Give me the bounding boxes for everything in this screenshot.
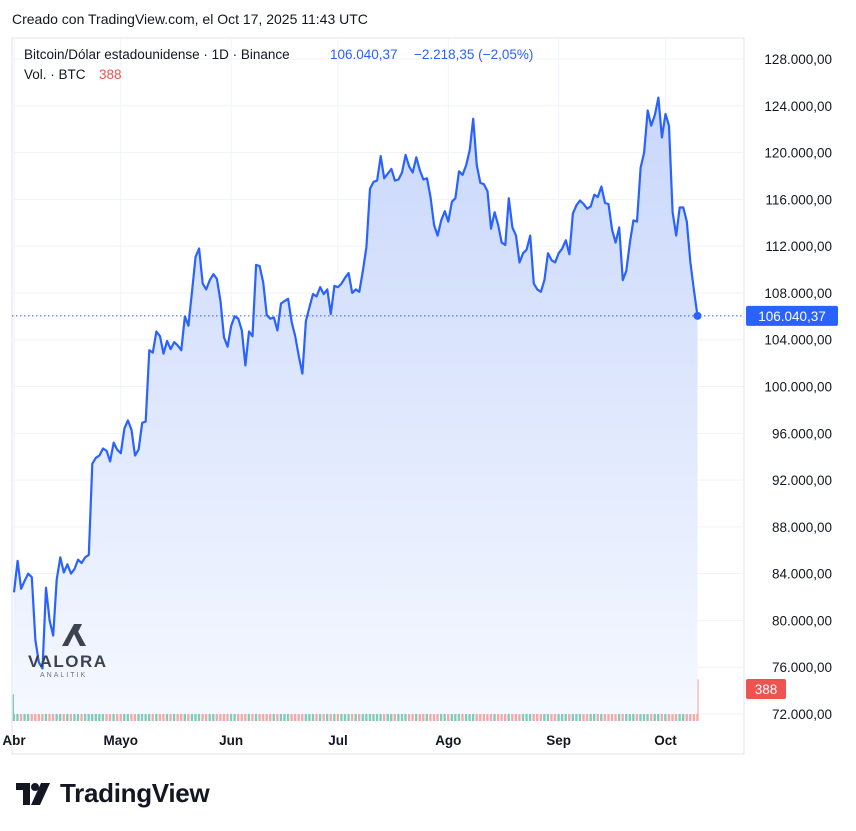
volume-bar bbox=[87, 707, 90, 721]
volume-bar bbox=[382, 708, 386, 721]
y-tick-label: 100.000,00 bbox=[764, 380, 832, 395]
y-tick-label: 80.000,00 bbox=[772, 613, 832, 628]
valora-logo-icon-accent bbox=[74, 624, 82, 632]
price-axis[interactable]: 128.000,00 124.000,00 120.000,00 116.000,00… bbox=[764, 52, 832, 722]
price-area-fill bbox=[14, 97, 698, 715]
x-tick-label: Jul bbox=[328, 733, 348, 748]
time-axis[interactable]: Abr Mayo Jun Jul Ago Sep Oct bbox=[2, 733, 677, 748]
y-tick-label: 112.000,00 bbox=[765, 239, 832, 254]
price-line[interactable] bbox=[12, 96, 699, 670]
legend-volume-value: 388 bbox=[99, 67, 122, 82]
y-tick-label: 92.000,00 bbox=[772, 473, 832, 488]
last-volume-label: 388 bbox=[755, 682, 778, 697]
watermark-brand: VALORA bbox=[28, 652, 108, 671]
volume-bar bbox=[414, 707, 418, 721]
tradingview-logo-icon bbox=[16, 782, 50, 805]
x-tick-label: Sep bbox=[546, 733, 571, 748]
y-tick-label: 88.000,00 bbox=[772, 520, 832, 535]
valora-watermark: VALORA ANALITIK bbox=[28, 624, 108, 679]
y-tick-label: 124.000,00 bbox=[764, 99, 832, 114]
x-tick-label: Oct bbox=[654, 733, 677, 748]
volume-bar bbox=[685, 707, 688, 721]
volume-bar bbox=[12, 694, 16, 721]
x-tick-label: Abr bbox=[2, 733, 26, 748]
volume-bar bbox=[439, 707, 443, 721]
y-tick-label: 116.000,00 bbox=[765, 192, 832, 207]
volume-bar bbox=[450, 707, 453, 721]
chart-credit: Creado con TradingView.com, el Oct 17, 2… bbox=[12, 11, 368, 27]
y-tick-label: 128.000,00 bbox=[764, 52, 832, 67]
footer-brand-name: TradingView bbox=[60, 778, 210, 808]
y-tick-label: 76.000,00 bbox=[772, 660, 832, 675]
y-tick-label: 84.000,00 bbox=[772, 567, 832, 582]
y-tick-label: 72.000,00 bbox=[772, 707, 832, 722]
legend-change: −2.218,35 (−2,05%) bbox=[414, 47, 533, 62]
y-tick-label: 108.000,00 bbox=[764, 286, 832, 301]
footer-brand[interactable]: TradingView bbox=[14, 778, 210, 809]
last-price-marker[interactable] bbox=[693, 311, 702, 320]
legend-price: 106.040,37 bbox=[330, 47, 398, 62]
y-tick-label: 104.000,00 bbox=[764, 333, 832, 348]
last-price-label: 106.040,37 bbox=[758, 309, 826, 324]
x-tick-label: Mayo bbox=[104, 733, 139, 748]
last-price-tag: 106.040,37 bbox=[746, 305, 838, 326]
volume-bar bbox=[212, 707, 215, 721]
legend-volume-label[interactable]: Vol. · BTC bbox=[24, 67, 86, 82]
x-tick-label: Ago bbox=[435, 733, 461, 748]
x-tick-label: Jun bbox=[219, 733, 243, 748]
legend: Bitcoin/Dólar estadounidense · 1D · Bina… bbox=[24, 47, 533, 82]
volume-bar bbox=[422, 708, 425, 721]
legend-symbol[interactable]: Bitcoin/Dólar estadounidense · 1D · Bina… bbox=[24, 47, 290, 62]
volume-bar bbox=[475, 708, 478, 721]
valora-logo-icon bbox=[62, 624, 86, 646]
volume-bar bbox=[496, 708, 500, 721]
volume-bar bbox=[553, 708, 557, 721]
last-volume-tag: 388 bbox=[746, 679, 786, 699]
y-tick-label: 120.000,00 bbox=[764, 146, 832, 161]
watermark-sub: ANALITIK bbox=[40, 672, 87, 679]
volume-bar bbox=[301, 708, 304, 721]
y-tick-label: 96.000,00 bbox=[772, 426, 832, 441]
volume-bar bbox=[333, 708, 336, 721]
